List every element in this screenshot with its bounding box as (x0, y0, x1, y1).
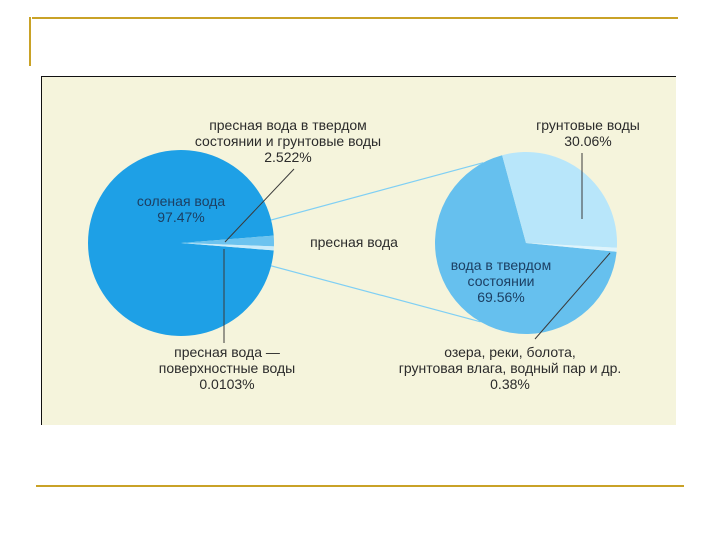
label-frozen-value: 69.56% (477, 289, 524, 305)
label-frozen-ground-line2: состоянии и грунтовые воды (195, 133, 381, 149)
label-frozen-name2: состоянии (468, 273, 535, 289)
label-frozen-ground-value: 2.522% (264, 149, 311, 165)
label-other-line1: озера, реки, болота, (444, 344, 576, 360)
slice-groundwater (502, 152, 618, 248)
top-accent-line (32, 17, 678, 19)
label-surface-value: 0.0103% (199, 376, 254, 392)
label-groundwater-value: 30.06% (564, 133, 611, 149)
slice-salt-water (88, 150, 274, 337)
leader-frozen-ground (224, 168, 295, 243)
label-salt-value: 97.47% (157, 209, 204, 225)
label-salt-name: соленая вода (137, 193, 226, 209)
chart-panel: соленая вода 97.47% пресная вода в тверд… (41, 76, 676, 425)
pie-world-water (88, 150, 274, 337)
leader-lines (223, 153, 611, 343)
label-fresh-water: пресная вода (310, 234, 398, 250)
label-frozen-name1: вода в твердом (451, 257, 551, 273)
slice-fresh-surface (181, 243, 274, 251)
label-other-value: 0.38% (490, 376, 530, 392)
label-other-line2: грунтовая влага, водный пар и др. (399, 360, 622, 376)
chart-svg: соленая вода 97.47% пресная вода в тверд… (88, 117, 640, 392)
label-surface-line2: поверхностные воды (159, 360, 295, 376)
slice-fresh-frozen-ground (181, 235, 274, 247)
bottom-accent-line (36, 485, 684, 487)
slice-frozen-water (435, 155, 617, 334)
slice-other-sources (526, 243, 617, 252)
label-frozen-ground-line1: пресная вода в твердом (209, 117, 367, 133)
label-groundwater-name: грунтовые воды (536, 117, 640, 133)
left-accent-line (29, 17, 31, 66)
pie-fresh-water (435, 152, 618, 334)
label-surface-line1: пресная вода — (174, 344, 280, 360)
leader-other (534, 252, 611, 340)
